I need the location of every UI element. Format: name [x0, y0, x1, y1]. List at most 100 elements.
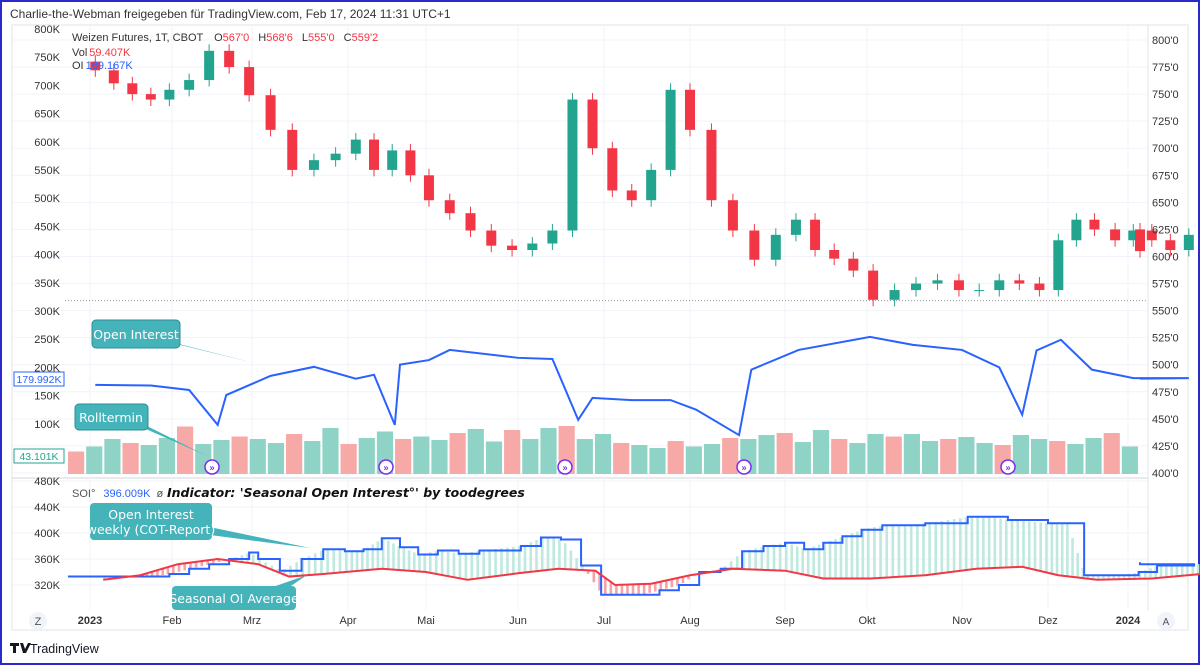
low-value: 555'0	[308, 32, 335, 44]
soi-fill-slice	[958, 518, 962, 572]
soi-fill-slice	[1066, 523, 1069, 577]
candle-body	[1034, 283, 1045, 291]
soi-fill-slice	[1196, 564, 1200, 575]
soi-fill-slice	[558, 539, 561, 569]
candle-body	[486, 230, 497, 246]
soi-legend[interactable]: SOI° 396.009K ø	[72, 488, 163, 500]
soi-fill-slice	[402, 548, 406, 571]
soi-fill-slice	[307, 556, 311, 576]
soi-fill-slice	[934, 521, 938, 575]
soi-fill-slice	[464, 552, 468, 580]
time-axis-tick: Mrz	[243, 615, 261, 627]
soi-fill-slice	[839, 537, 843, 579]
volume-bar	[776, 433, 793, 474]
high-value: 568'6	[266, 32, 293, 44]
soi-fill-slice	[183, 563, 187, 571]
volume-bar	[340, 444, 357, 474]
soi-fill-slice	[952, 519, 956, 572]
volume-bar	[86, 446, 103, 474]
right-axis-tick: 725'0	[1152, 116, 1179, 128]
soi-axis-tick: 440K	[34, 502, 60, 514]
o-label: O	[214, 32, 223, 44]
soi-fill-slice	[1159, 565, 1163, 578]
candle-body	[184, 80, 195, 90]
soi-fill-slice	[1097, 575, 1100, 580]
soi-fill-slice	[922, 523, 925, 576]
volume-bars	[68, 426, 1138, 474]
soi-fill-slice	[1107, 575, 1110, 580]
lines	[68, 335, 1200, 596]
candle-body	[994, 280, 1005, 291]
soi-fill-slice	[428, 552, 432, 573]
soi-fill-slice	[276, 569, 280, 572]
soi-fill-slice	[1076, 552, 1079, 578]
candle-body	[507, 245, 518, 251]
soi-fill-slice	[1039, 522, 1042, 571]
candle-body	[646, 169, 657, 201]
volume-bar	[667, 441, 684, 474]
soi-fill-slice	[940, 520, 944, 574]
timezone-button[interactable]	[29, 612, 47, 630]
soi-fill-slice	[1005, 519, 1008, 568]
soi-fill-slice	[1045, 523, 1048, 572]
volume-bar	[940, 439, 957, 474]
tradingview-logo[interactable]: TradingView	[10, 642, 100, 656]
candle-body	[829, 250, 840, 259]
soi-fill-slice	[987, 516, 991, 569]
candle-body	[1128, 230, 1139, 241]
soi-fill-slice	[500, 548, 503, 576]
volume-bar	[849, 443, 866, 474]
soi-fill-slice	[212, 559, 215, 564]
soi-fill-slice	[909, 524, 913, 577]
soi-fill-slice	[1112, 575, 1116, 580]
candle-body	[444, 200, 455, 214]
candle-body	[974, 290, 985, 292]
tradingview-logo-icon	[10, 643, 31, 653]
soi-fill-slice	[609, 580, 613, 595]
vol-value-badge	[13, 448, 65, 464]
a-button-label[interactable]: A	[1163, 617, 1170, 628]
roll-marker-icon	[1000, 459, 1016, 475]
roll-marker-icon	[557, 459, 573, 475]
soi-fill-slice	[586, 570, 590, 574]
soi-fill-slice	[1010, 520, 1014, 568]
soi-fill-slice	[885, 525, 888, 578]
candle-body	[587, 99, 598, 149]
auto-scale-button[interactable]	[1157, 612, 1175, 630]
candle-body	[90, 61, 101, 71]
soi-fill-slice	[916, 524, 919, 576]
soi-fill-slice	[828, 540, 832, 579]
candle-body	[423, 175, 434, 201]
soi-fill-slice	[413, 552, 416, 572]
right-axis-tick: 625'0	[1152, 224, 1179, 236]
candle-body	[350, 139, 361, 154]
candle-body	[244, 67, 255, 96]
soi-fill-slice	[200, 561, 204, 567]
z-button-label[interactable]: Z	[35, 616, 42, 628]
legend-row: Weizen Futures, 1T, CBOT O567'0 H568'6 L…	[72, 32, 378, 44]
soi-fill-slice	[772, 544, 776, 571]
right-axis-tick: 600'0	[1152, 251, 1179, 263]
left-axis-tick: 650K	[34, 109, 60, 121]
volume-bar	[104, 439, 121, 474]
soi-fill-slice	[295, 562, 298, 577]
left-axis-tick: 400K	[34, 250, 60, 262]
volume-bar	[431, 440, 448, 474]
soi-fill-slice	[313, 553, 317, 575]
svg-text:Rolltermin: Rolltermin	[79, 410, 143, 425]
volume-bar	[1103, 433, 1120, 474]
soi-fill-slice	[742, 551, 745, 570]
soi-fill-slice	[891, 525, 895, 578]
volume-bar	[322, 428, 339, 474]
right-axis-tick: 425'0	[1152, 441, 1179, 453]
h-label: H	[258, 32, 266, 44]
soi-fill-slice	[108, 576, 112, 580]
soi-fill-slice	[735, 556, 739, 569]
soi-fill-slice	[659, 581, 663, 591]
soi-fill-slice	[397, 546, 400, 570]
soi-fill-slice	[326, 549, 329, 574]
soi-fill-slice	[861, 529, 865, 579]
left-axis-tick: 250K	[34, 334, 60, 346]
soi-fill-slice	[150, 572, 154, 577]
